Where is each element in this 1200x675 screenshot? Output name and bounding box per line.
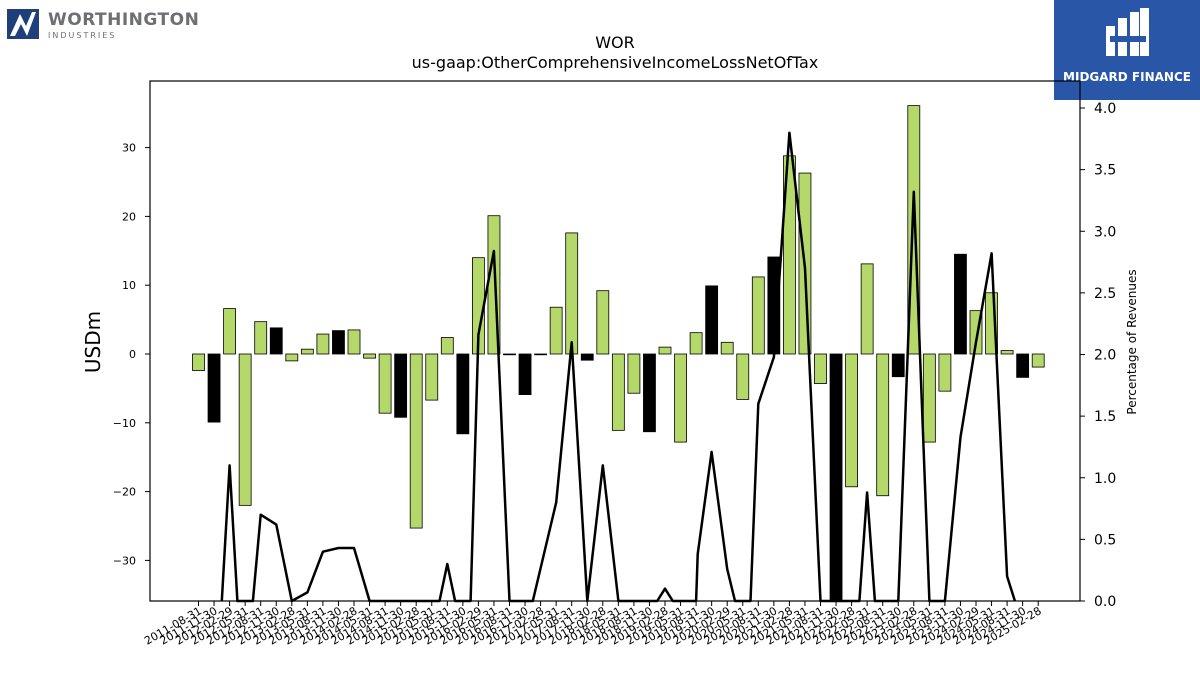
worthington-wordmark: WORTHINGTON	[48, 10, 200, 30]
y-tick-label: −20	[113, 486, 136, 499]
bar-2016-08-31	[503, 353, 516, 356]
bar-2013-08-31	[316, 333, 330, 355]
bar-2017-02-28	[534, 353, 547, 356]
y-axis-label: USDm	[81, 311, 105, 373]
bar-2024-11-30	[1016, 353, 1030, 378]
bar-2012-02-29	[223, 308, 237, 355]
bar-2014-08-31	[378, 353, 392, 414]
y-tick-label: −10	[113, 417, 136, 430]
y-tick-label: 20	[122, 210, 136, 223]
midgard-finance-logo: MIDGARD FINANCE	[1054, 0, 1200, 100]
bar-2013-02-28	[285, 353, 299, 362]
bar-2018-08-31	[627, 353, 641, 394]
worthington-logo: WORTHINGTON INDUSTRIES	[6, 8, 199, 42]
bar-2022-11-30	[891, 353, 905, 378]
y2-tick-label: 4.0	[1094, 101, 1116, 117]
midgard-finance-name: MIDGARD FINANCE	[1063, 70, 1191, 84]
plot-frame	[149, 80, 1081, 602]
worthington-logo-icon	[7, 9, 39, 39]
bar-2015-02-28	[409, 353, 423, 529]
y-tick-label: 10	[122, 279, 136, 292]
bar-2018-11-30	[643, 353, 656, 433]
y2-tick-label: 2.5	[1094, 286, 1116, 302]
y2-tick-label: 3.0	[1094, 224, 1116, 240]
bar-2025-02-28	[1031, 353, 1045, 368]
bar-2017-08-31	[565, 232, 579, 355]
bar-2020-05-31	[736, 353, 750, 400]
bar-2023-05-31	[922, 353, 936, 443]
bar-2019-02-28	[658, 346, 672, 355]
y-tick-label: −30	[113, 554, 136, 567]
bar-2015-11-30	[456, 353, 470, 435]
bar-2022-02-28	[845, 353, 858, 488]
chart-title: WOR	[595, 33, 635, 52]
bar-2014-02-28	[347, 329, 361, 355]
y2-tick-label: 1.0	[1094, 471, 1116, 487]
bar-2016-11-30	[518, 353, 532, 395]
chart-subtitle: us-gaap:OtherComprehensiveIncomeLossNetO…	[412, 53, 819, 72]
bar-2022-05-31	[860, 263, 874, 355]
bar-2015-08-31	[440, 337, 454, 355]
bar-2014-11-30	[394, 353, 408, 418]
bar-2022-08-31	[876, 353, 890, 497]
y2-tick-label: 3.5	[1094, 163, 1116, 179]
y2-tick-label: 0.5	[1094, 532, 1116, 548]
bar-2018-05-31	[611, 353, 625, 431]
bar-2021-02-28	[783, 155, 796, 355]
bar-2015-05-31	[425, 353, 439, 401]
bar-2011-11-30	[207, 353, 221, 423]
bar-2020-08-31	[751, 276, 765, 355]
bar-2020-02-29	[720, 341, 734, 355]
bar-2017-11-30	[580, 353, 594, 361]
y2-tick-label: 2.0	[1094, 348, 1116, 364]
y2-tick-label: 0.0	[1094, 594, 1116, 610]
y2-tick-label: 1.5	[1094, 409, 1116, 425]
y2-axis-label: Percentage of Revenues	[1125, 269, 1139, 414]
y-tick-label: 0	[129, 348, 136, 361]
bar-2019-05-31	[674, 353, 687, 443]
bar-2012-08-31	[254, 321, 268, 355]
bar-2013-11-30	[332, 330, 345, 355]
bar-2017-05-31	[549, 306, 563, 355]
bar-2021-11-30	[829, 353, 843, 601]
bar-2019-11-30	[705, 285, 719, 355]
y-tick-label: 30	[122, 142, 136, 155]
bar-2011-08-31	[192, 353, 205, 371]
bar-2018-02-28	[596, 290, 610, 355]
midgard-logo-icon	[1106, 8, 1149, 56]
bar-2014-05-31	[363, 353, 376, 359]
bar-2012-05-31	[238, 353, 252, 506]
bar-2013-05-31	[300, 348, 314, 355]
bar-2024-08-31	[1000, 350, 1014, 355]
bar-2019-08-31	[689, 332, 703, 355]
bar-2023-11-30	[954, 253, 967, 355]
bar-2021-08-31	[814, 353, 827, 384]
bar-2012-11-30	[269, 327, 283, 355]
worthington-subtitle: INDUSTRIES	[48, 31, 117, 40]
bar-2023-08-31	[938, 353, 952, 392]
